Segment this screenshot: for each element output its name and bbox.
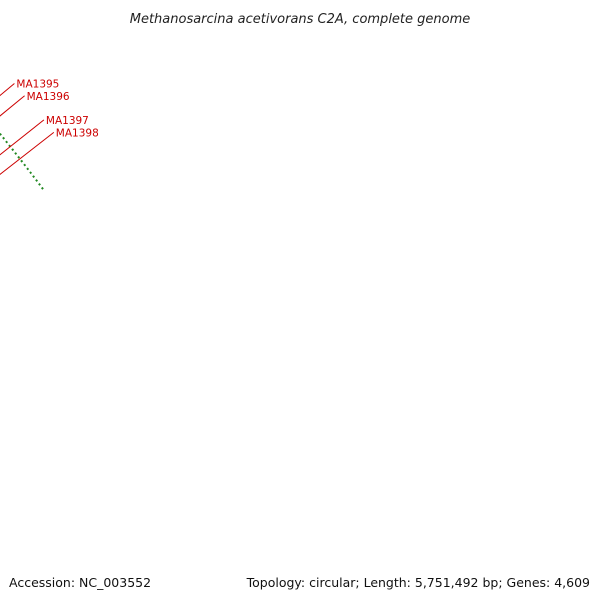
gene-label-ma1396: MA1396 bbox=[27, 91, 70, 103]
accession-label: Accession: NC_003552 bbox=[9, 575, 151, 590]
minor-tick bbox=[5, 140, 9, 144]
leader-line bbox=[0, 83, 15, 97]
genome-summary: Topology: circular; Length: 5,751,492 bp… bbox=[246, 575, 590, 590]
minor-tick bbox=[20, 159, 24, 163]
minor-tick bbox=[14, 152, 18, 155]
leader-line bbox=[0, 132, 55, 176]
page-title: Methanosarcina acetivorans C2A, complete… bbox=[130, 12, 471, 27]
minor-tick bbox=[35, 179, 39, 182]
minor-tick bbox=[17, 155, 21, 159]
minor-tick bbox=[8, 144, 12, 148]
minor-tick bbox=[2, 136, 5, 140]
minor-tick bbox=[41, 186, 44, 190]
title-band bbox=[0, 0, 600, 28]
minor-tick bbox=[0, 133, 2, 136]
gene-labels: MA1389MA1390MA1391MA1392MA1393MA1394MA13… bbox=[0, 12, 99, 176]
leader-line bbox=[0, 95, 25, 117]
minor-tick bbox=[32, 175, 35, 178]
minor-tick bbox=[26, 167, 30, 171]
coordinate-ticks bbox=[0, 133, 44, 190]
minor-tick bbox=[23, 163, 27, 167]
gene-label-ma1395: MA1395 bbox=[16, 79, 59, 91]
leader-line bbox=[0, 119, 45, 156]
gene-label-ma1397: MA1397 bbox=[46, 115, 89, 127]
gene-label-ma1398: MA1398 bbox=[56, 127, 99, 139]
minor-tick bbox=[11, 148, 15, 152]
minor-tick bbox=[38, 183, 41, 186]
minor-tick bbox=[29, 171, 33, 175]
